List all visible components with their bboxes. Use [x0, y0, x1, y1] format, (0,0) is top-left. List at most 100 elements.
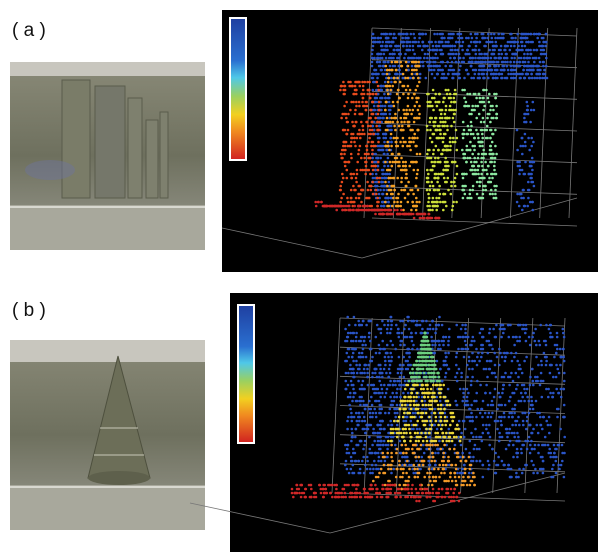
point: [441, 117, 444, 120]
point: [412, 137, 415, 140]
point: [547, 424, 550, 427]
point: [483, 121, 486, 124]
point: [427, 193, 430, 196]
point: [490, 69, 493, 72]
point: [430, 440, 433, 443]
point: [382, 444, 385, 447]
point: [417, 408, 420, 411]
point: [390, 424, 393, 427]
point: [386, 45, 389, 48]
point: [399, 408, 402, 411]
point: [360, 336, 363, 339]
point: [420, 356, 423, 359]
point: [532, 101, 535, 104]
point: [404, 388, 407, 391]
point: [535, 344, 538, 347]
point: [291, 492, 294, 495]
point: [358, 197, 361, 200]
point: [510, 372, 513, 375]
point: [527, 65, 530, 68]
point: [348, 324, 351, 327]
point: [490, 360, 493, 363]
point: [549, 364, 552, 367]
point: [475, 460, 478, 463]
point: [530, 173, 533, 176]
point: [376, 185, 379, 188]
point: [443, 97, 446, 100]
point: [364, 440, 367, 443]
point: [449, 476, 452, 479]
point: [438, 488, 441, 491]
point: [463, 480, 466, 483]
point: [476, 41, 479, 44]
point: [488, 424, 491, 427]
point: [370, 452, 373, 455]
point: [451, 61, 454, 64]
point: [405, 420, 408, 423]
point: [404, 177, 407, 180]
point: [543, 352, 546, 355]
point: [379, 492, 382, 495]
point: [355, 181, 358, 184]
point: [434, 189, 437, 192]
point: [493, 169, 496, 172]
point: [428, 416, 431, 419]
point: [442, 141, 445, 144]
point: [433, 360, 436, 363]
point: [493, 372, 496, 375]
point: [442, 101, 445, 104]
point: [459, 388, 462, 391]
point: [422, 444, 425, 447]
point: [371, 61, 374, 64]
point: [429, 129, 432, 132]
point: [520, 448, 523, 451]
point: [455, 129, 458, 132]
point: [356, 424, 359, 427]
point: [340, 205, 343, 208]
point: [562, 328, 565, 331]
point: [374, 213, 377, 216]
point: [493, 161, 496, 164]
point: [373, 209, 376, 212]
point: [494, 193, 497, 196]
point: [454, 49, 457, 52]
point: [340, 85, 343, 88]
point: [486, 173, 489, 176]
point: [438, 324, 441, 327]
point: [548, 448, 551, 451]
point: [455, 93, 458, 96]
point: [386, 328, 389, 331]
point: [472, 49, 475, 52]
point: [536, 376, 539, 379]
point: [348, 145, 351, 148]
point: [489, 121, 492, 124]
point: [492, 73, 495, 76]
point: [466, 396, 469, 399]
point: [441, 69, 444, 72]
point: [482, 400, 485, 403]
point: [492, 328, 495, 331]
point: [414, 444, 417, 447]
point: [380, 332, 383, 335]
point: [408, 428, 411, 431]
point: [441, 125, 444, 128]
point: [413, 93, 416, 96]
point: [342, 145, 345, 148]
point: [498, 440, 501, 443]
point: [512, 53, 515, 56]
point: [410, 141, 413, 144]
point: [452, 53, 455, 56]
point: [389, 352, 392, 355]
point: [473, 476, 476, 479]
point: [390, 133, 393, 136]
point: [481, 153, 484, 156]
point: [365, 109, 368, 112]
point: [442, 384, 445, 387]
point: [452, 492, 455, 495]
point: [482, 424, 485, 427]
point: [430, 372, 433, 375]
point: [408, 145, 411, 148]
point: [355, 177, 358, 180]
point: [469, 484, 472, 487]
point: [519, 169, 522, 172]
